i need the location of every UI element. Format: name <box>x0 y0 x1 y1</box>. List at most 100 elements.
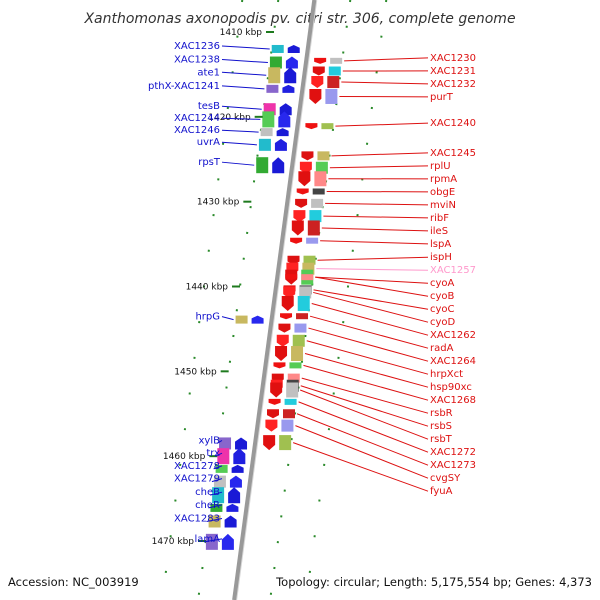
reverse-gene-arrow <box>314 57 327 64</box>
reverse-gene-arrow <box>275 346 288 362</box>
reverse-gene-label: mviN <box>430 200 456 211</box>
reverse-gene-leader <box>309 315 429 349</box>
reverse-gene-label: radA <box>430 343 454 354</box>
reverse-gene-block <box>314 171 327 187</box>
reverse-gene-arrow <box>312 66 325 76</box>
forward-gene-arrow <box>278 111 291 128</box>
forward-gene-label: xylB <box>199 435 221 446</box>
forward-gene-arrow <box>279 103 292 116</box>
reverse-gene-leader <box>323 215 429 219</box>
forward-gene-label: uvrA <box>197 137 220 148</box>
reverse-gene-arrow <box>281 295 294 311</box>
forward-gene-block <box>269 56 282 69</box>
reverse-gene-arrow <box>276 334 289 347</box>
reverse-gene-label: XAC1240 <box>430 118 476 129</box>
genome-summary-text: Topology: circular; Length: 5,175,554 bp… <box>275 575 592 589</box>
reverse-gene-block <box>287 373 300 383</box>
forward-gene-leader <box>213 465 223 470</box>
reverse-gene-block <box>294 323 307 333</box>
reverse-gene-block <box>284 398 297 405</box>
forward-gene-arrow <box>231 464 244 473</box>
forward-gene-leader <box>221 316 234 321</box>
forward-gene-label: ate1 <box>197 67 220 78</box>
reverse-gene-arrow <box>270 382 283 398</box>
gene-labels: XAC1236XAC1238ate1pthX-XAC1241tesBXAC124… <box>148 41 476 545</box>
reverse-gene-block <box>312 188 325 195</box>
reverse-gene-label: XAC1245 <box>430 148 476 159</box>
forward-gene-label: trx <box>206 448 220 459</box>
backbone-line <box>232 0 317 600</box>
reverse-gene-block <box>281 419 294 432</box>
reverse-gene-block <box>291 346 304 362</box>
forward-gene-arrow <box>276 128 289 137</box>
forward-gene-arrow <box>287 44 300 53</box>
forward-gene-arrow <box>284 67 297 84</box>
reverse-gene-arrow <box>295 198 308 208</box>
forward-gene-leader <box>221 129 259 133</box>
forward-gene-block <box>219 437 232 450</box>
forward-gene-leader <box>221 85 265 90</box>
forward-gene-leader <box>221 117 261 120</box>
forward-gene-leader <box>221 71 267 76</box>
forward-gene-block <box>205 533 218 550</box>
forward-gene-label: XAC1278 <box>174 461 220 472</box>
reverse-gene-leader <box>320 240 429 245</box>
forward-gene-block <box>210 503 223 512</box>
reverse-gene-block <box>315 161 328 174</box>
forward-gene-label: pthX-XAC1241 <box>148 81 220 92</box>
forward-gene-leader <box>216 440 223 444</box>
kbp-ticks: 1410 kbp 1420 kbp 1430 kbp 1440 kbp 1450 kbp… <box>152 28 274 547</box>
forward-gene-arrow <box>285 56 298 69</box>
reverse-gene-arrow <box>290 237 303 244</box>
reverse-gene-leader <box>295 425 429 479</box>
forward-gene-block <box>256 157 269 174</box>
reverse-gene-label: hsp90xc <box>430 382 472 393</box>
reverse-gene-arrow <box>287 255 300 265</box>
reverse-gene-arrow <box>263 435 276 451</box>
reverse-gene-arrow <box>265 419 278 432</box>
forward-gene-arrow <box>274 138 287 151</box>
forward-gene-leader <box>221 105 262 110</box>
reverse-gene-block <box>301 274 314 281</box>
forward-gene-block <box>266 84 279 93</box>
outer-left-guide-dots <box>161 0 244 600</box>
forward-gene-label: cheB <box>195 487 220 498</box>
kbp-label: 1410 kbp <box>220 28 263 38</box>
reverse-gene-label: purT <box>430 92 454 103</box>
forward-gene-block <box>271 44 284 53</box>
reverse-gene-label: rsbR <box>430 408 453 419</box>
forward-gene-arrow <box>272 157 285 174</box>
reverse-gene-label: cvgSY <box>430 473 461 484</box>
reverse-gene-leader <box>315 276 429 297</box>
reverse-gene-label: XAC1262 <box>430 330 476 341</box>
reverse-gene-label: cyoA <box>430 278 455 289</box>
reverse-gene-leader <box>341 81 429 85</box>
forward-gene-label: XAC1246 <box>174 125 220 136</box>
reverse-gene-arrow <box>283 286 296 299</box>
reverse-gene-block <box>330 57 343 64</box>
reverse-gene-leader <box>306 340 429 375</box>
reverse-gene-label: obgE <box>430 187 455 198</box>
reverse-gene-arrow <box>298 171 311 187</box>
forward-gene-leader <box>221 45 270 50</box>
reverse-gene-label: rsbT <box>430 434 453 445</box>
forward-gene-leader <box>221 141 257 146</box>
reverse-gene-leader <box>315 276 429 284</box>
reverse-gene-label: lspA <box>430 239 451 250</box>
forward-gene-block <box>212 487 225 504</box>
forward-gene-block <box>268 67 281 84</box>
forward-gene-arrow <box>282 84 295 93</box>
reverse-gene-leader <box>331 152 429 157</box>
forward-gene-leader <box>206 517 223 522</box>
reverse-gene-leader <box>321 227 429 232</box>
reverse-gene-block <box>296 313 309 320</box>
reverse-gene-label: XAC1231 <box>430 66 476 77</box>
reverse-gene-block <box>289 362 302 369</box>
forward-gene-arrow <box>224 515 237 528</box>
forward-gene-label: cheR <box>195 500 220 511</box>
reverse-gene-label: rpmA <box>430 174 457 185</box>
reverse-gene-label: XAC1268 <box>430 395 476 406</box>
reverse-gene-block <box>327 76 340 89</box>
